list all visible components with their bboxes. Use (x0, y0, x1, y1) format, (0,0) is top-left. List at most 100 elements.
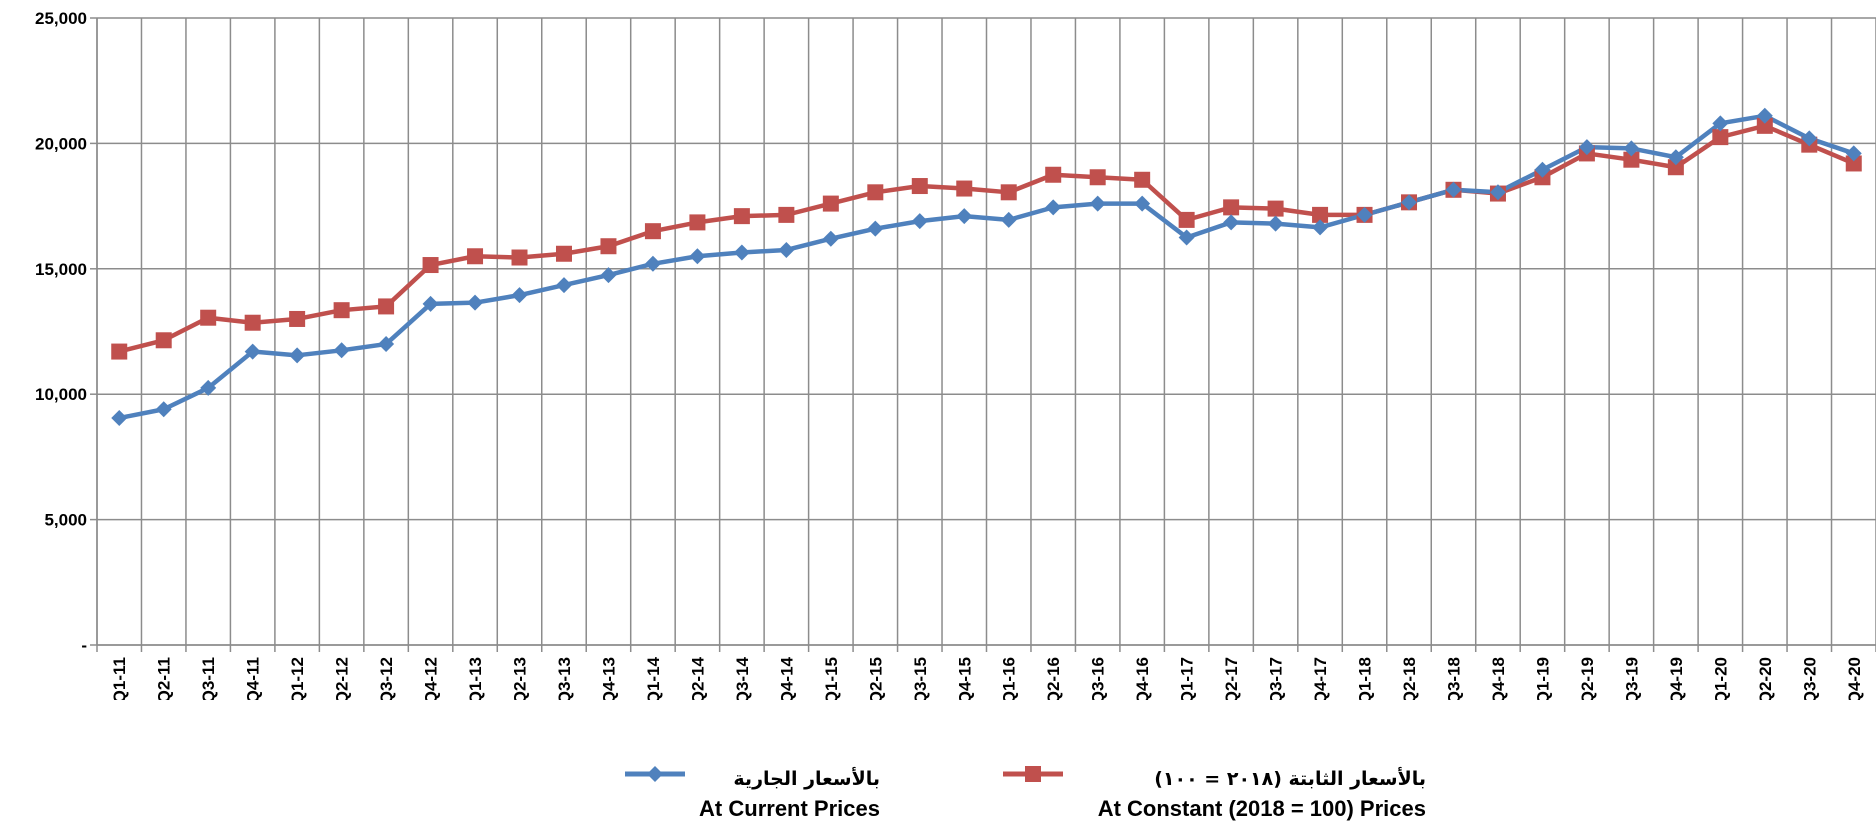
data-point-current (555, 277, 572, 294)
data-point-current (1178, 229, 1195, 246)
data-point-current (1445, 181, 1462, 198)
line-chart: - 5,000 10,000 15,000 20,000 25,000 Q1-11 Q2-1… (35, 9, 1876, 700)
data-point-current (422, 295, 439, 312)
y-tick-label: 25,000 (35, 9, 87, 28)
x-tick-label: Q1-13 (466, 657, 485, 700)
y-tick-label: 15,000 (35, 260, 87, 279)
x-tick-label: Q2-15 (866, 657, 885, 700)
data-point-constant (1667, 159, 1684, 176)
data-point-constant (733, 208, 750, 225)
data-point-current (911, 213, 928, 230)
data-point-current (1089, 195, 1106, 212)
y-tick-label: 5,000 (44, 511, 87, 530)
x-tick-label: Q3-19 (1622, 657, 1641, 700)
x-tick-label: Q2-12 (333, 657, 352, 700)
legend-constant-label-en: At Constant (2018 = 100) Prices (1097, 796, 1426, 821)
x-tick-label: Q1-16 (1000, 657, 1019, 700)
x-tick-label: Q4-11 (244, 657, 263, 700)
x-tick-label: Q4-13 (599, 657, 618, 700)
data-point-current (822, 230, 839, 247)
data-point-current (867, 220, 884, 237)
x-tick-label: Q4-14 (777, 656, 796, 700)
x-tick-label: Q3-11 (199, 657, 218, 700)
x-tick-label: Q2-11 (155, 657, 174, 700)
data-point-constant (1223, 199, 1240, 216)
x-tick-label: Q3-14 (733, 656, 752, 700)
data-point-constant (111, 343, 128, 360)
x-tick-label: Q1-12 (288, 657, 307, 700)
data-point-current (155, 401, 172, 418)
data-point-current (778, 241, 795, 258)
legend-constant-symbol (1003, 766, 1063, 782)
data-point-current (1623, 140, 1640, 157)
x-tick-label: Q3-13 (555, 657, 574, 700)
x-tick-label: Q1-20 (1711, 657, 1730, 700)
y-axis: - 5,000 10,000 15,000 20,000 25,000 (35, 9, 97, 655)
series-lines (118, 113, 1855, 421)
data-point-constant (689, 214, 706, 231)
data-point-current (378, 336, 395, 353)
x-tick-label: Q4-15 (955, 657, 974, 700)
data-point-current (1578, 139, 1595, 156)
x-tick-label: Q1-14 (644, 656, 663, 700)
data-point-constant (1134, 171, 1151, 188)
data-point-current (644, 255, 661, 272)
data-point-constant (511, 249, 528, 266)
legend-constant: بالأسعار الثابتة (٢٠١٨ = ١٠٠) At Constan… (1003, 758, 1426, 821)
data-point-constant (1623, 151, 1640, 168)
x-tick-label: Q4-16 (1133, 657, 1152, 700)
x-tick-label: Q2-20 (1756, 657, 1775, 700)
x-tick-label: Q3-12 (377, 657, 396, 700)
legend-current: بالأسعار الجارية At Current Prices (625, 758, 880, 821)
data-point-constant (155, 332, 172, 349)
y-tick-label: 10,000 (35, 385, 87, 404)
data-point-current (244, 343, 261, 360)
x-tick-label: Q2-19 (1578, 657, 1597, 700)
data-point-current (1845, 145, 1862, 162)
data-point-constant (1045, 166, 1062, 183)
data-point-current (333, 342, 350, 359)
x-tick-label: Q4-18 (1489, 657, 1508, 700)
data-point-constant (1178, 211, 1195, 228)
data-point-constant (1712, 129, 1729, 146)
legend-current-symbol (625, 766, 685, 782)
data-point-current (1312, 219, 1329, 236)
data-point-current (600, 267, 617, 284)
x-tick-label: Q1-15 (822, 657, 841, 700)
data-point-constant (333, 302, 350, 319)
data-point-constant (911, 178, 928, 195)
data-point-current (733, 244, 750, 261)
data-point-constant (555, 245, 572, 262)
data-point-constant (600, 238, 617, 255)
data-point-constant (822, 195, 839, 212)
data-point-current (1000, 211, 1017, 228)
y-tick-label: - (81, 636, 87, 655)
y-tick-label: 20,000 (35, 134, 87, 153)
x-tick-label: Q3-15 (911, 657, 930, 700)
x-tick-label: Q4-17 (1311, 657, 1330, 700)
data-point-constant (867, 184, 884, 201)
data-point-current (1045, 199, 1062, 216)
data-point-constant (1089, 169, 1106, 186)
x-tick-label: Q2-16 (1044, 657, 1063, 700)
series-line-current (118, 113, 1855, 421)
data-point-constant (422, 257, 439, 274)
x-tick-label: Q4-20 (1845, 657, 1864, 700)
x-tick-label: Q1-11 (110, 657, 129, 700)
data-point-constant (1756, 117, 1773, 134)
data-point-current (956, 208, 973, 225)
series-markers (111, 107, 1862, 427)
x-tick-label: Q2-13 (511, 657, 530, 700)
legend-current-label-ar: بالأسعار الجارية (733, 768, 880, 790)
data-point-current (1356, 206, 1373, 223)
data-point-current (1712, 115, 1729, 132)
data-point-current (1534, 161, 1551, 178)
plot-grid (96, 17, 1876, 646)
data-point-constant (1312, 206, 1329, 223)
data-point-current (200, 379, 217, 396)
x-tick-label: Q3-18 (1444, 657, 1463, 700)
x-tick-label: Q1-18 (1356, 657, 1375, 700)
x-tick-label: Q3-20 (1800, 657, 1819, 700)
x-axis: Q1-11 Q2-11 Q3-11 Q4-11 Q1-12 Q2-12 Q3-12 Q4-12… (96, 18, 1876, 700)
data-point-current (1223, 214, 1240, 231)
